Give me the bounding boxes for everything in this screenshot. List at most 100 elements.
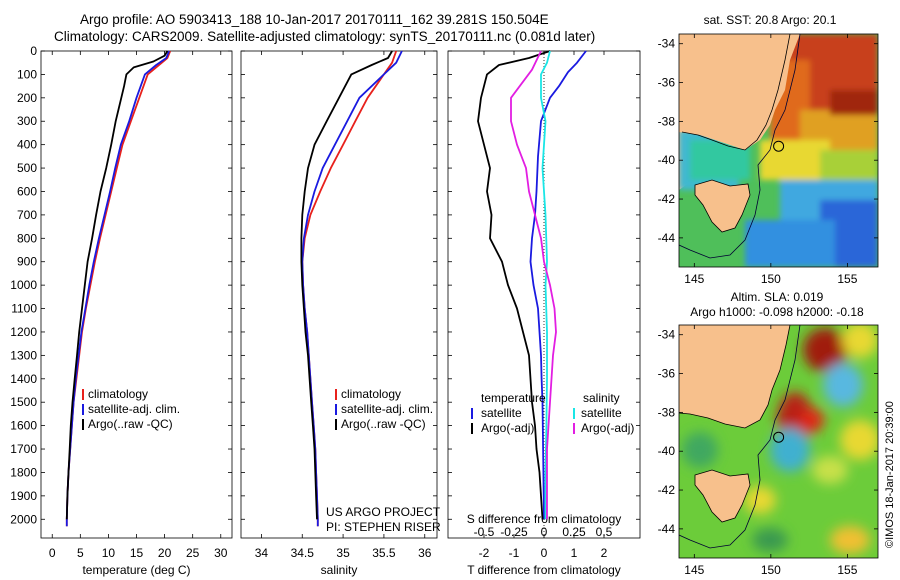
ytick-label: 500 [17,161,37,175]
map-ytick-label: -34 [658,328,676,342]
series-salinity-satellite [540,50,551,520]
xtick-label: 5 [77,546,84,560]
xtick-label: 34 [255,546,269,560]
map2-title: Altim. SLA: 0.019 [731,290,824,304]
xtick-label: -2 [479,546,490,560]
ytick-label: 800 [17,231,37,245]
map-ytick-label: -40 [658,444,676,458]
map-ytick-label: -36 [658,76,676,90]
ytick-label: 0 [30,44,37,58]
legend-label: Argo(..raw -QC) [88,417,173,431]
legend-label: satellite-adj. clim. [88,402,180,416]
xtick-top-label: 0.25 [562,525,586,539]
xtick-label: 20 [158,546,172,560]
legend-label: climatology [88,387,148,401]
xtick-label: 30 [214,546,228,560]
imos-credit: ©IMOS 18-Jan-2017 20:39:00 [884,401,896,548]
xtick-label: 36 [418,546,432,560]
project-note-line1: US ARGO PROJECT [326,505,441,519]
map-xtick-label: 150 [761,272,781,286]
map-ytick-label: -38 [658,405,676,419]
header-line-2: Climatology: CARS2009. Satellite-adjuste… [54,29,596,44]
map-xtick-label: 155 [837,272,857,286]
map-ytick-label: -42 [658,483,676,497]
series-climatology [65,50,172,527]
legend-label: Argo(-adj) [581,421,634,435]
ytick-label: 1600 [10,419,37,433]
map2-subtitle: Argo h1000: -0.098 h2000: -0.18 [690,305,864,319]
ytick-label: 1800 [10,465,37,479]
legend-label: satellite [481,406,522,420]
map1-argo-marker [773,140,785,152]
legend-title-salinity: salinity [583,391,620,405]
map-xtick-label: 155 [837,563,857,577]
legend-title-temperature: temperature [481,391,546,405]
xtick-top-label: -0.25 [500,525,528,539]
legend-label: satellite-adj. clim. [341,402,433,416]
xtick-top-label: -0.5 [474,525,495,539]
xtick-label: 0 [541,546,548,560]
ytick-label: 1200 [10,325,37,339]
ytick-label: 1100 [11,302,37,316]
map-ytick-label: -38 [658,114,676,128]
map-xtick-label: 150 [761,563,781,577]
project-note-line2: PI: STEPHEN RISER [326,520,441,534]
series-argo-raw-qc- [300,50,393,520]
legend-label: satellite [581,406,622,420]
xtick-label: 35.5 [372,546,396,560]
ytick-label: 600 [17,184,37,198]
map-ytick-label: -36 [658,367,676,381]
xtick-label: -1 [509,546,520,560]
ytick-label: 400 [17,138,37,152]
series-satellite-adj-clim- [301,50,403,527]
xtick-label: 2 [601,546,608,560]
map-ytick-label: -44 [658,231,676,245]
map-xtick-label: 145 [684,563,704,577]
series-salinity-argo-adj- [510,50,557,520]
xtick-label: 0 [49,546,56,560]
map1-title: sat. SST: 20.8 Argo: 20.1 [704,13,837,27]
map-xtick-label: 145 [684,272,704,286]
series-temperature-argo-adj- [477,50,551,520]
map-ytick-label: -34 [658,37,676,51]
ytick-label: 700 [17,208,37,222]
legend-label: climatology [341,387,401,401]
ytick-label: 2000 [10,512,37,526]
legend-label: Argo(..raw -QC) [341,417,426,431]
xaxis-label: temperature (deg C) [82,563,190,577]
ytick-label: 100 [17,67,37,81]
xtick-label: 1 [571,546,578,560]
map-ytick-label: -42 [658,192,676,206]
series-argo-raw-qc- [65,50,169,520]
panel-temp: 0100200300400500600700800900100011001200… [10,44,233,577]
ytick-label: 900 [17,255,37,269]
ytick-label: 1400 [10,372,37,386]
ytick-label: 1900 [10,489,37,503]
xtick-label: 10 [102,546,116,560]
map1-field [679,34,878,267]
map2-argo-marker [773,431,785,443]
xtick-label: 15 [130,546,144,560]
series-temperature-satellite [529,50,587,520]
map-ytick-label: -44 [658,522,676,536]
ytick-label: 1700 [10,442,37,456]
xaxis-label: salinity [321,563,358,577]
ytick-label: 200 [17,91,37,105]
xtick-label: 35 [336,546,350,560]
ytick-label: 1000 [10,278,37,292]
ytick-label: 300 [17,114,37,128]
series-satellite-adj-clim- [65,50,170,527]
legend-label: Argo(-adj) [481,421,534,435]
ytick-label: 1300 [10,348,37,362]
ytick-label: 1500 [10,395,37,409]
map2-field [679,325,878,558]
header-line-1: Argo profile: AO 5903413_188 10-Jan-2017… [80,12,549,27]
xtick-label: 34.5 [291,546,315,560]
xtick-label: 25 [186,546,200,560]
xaxis-label: T difference from climatology [467,563,621,577]
map-ytick-label: -40 [658,153,676,167]
panel-diff: -2 -1 0 1 2 T difference from climatology -0.5… [447,50,641,577]
panel-sal-frame [240,50,438,539]
xtick-top-label: 0.5 [596,525,613,539]
